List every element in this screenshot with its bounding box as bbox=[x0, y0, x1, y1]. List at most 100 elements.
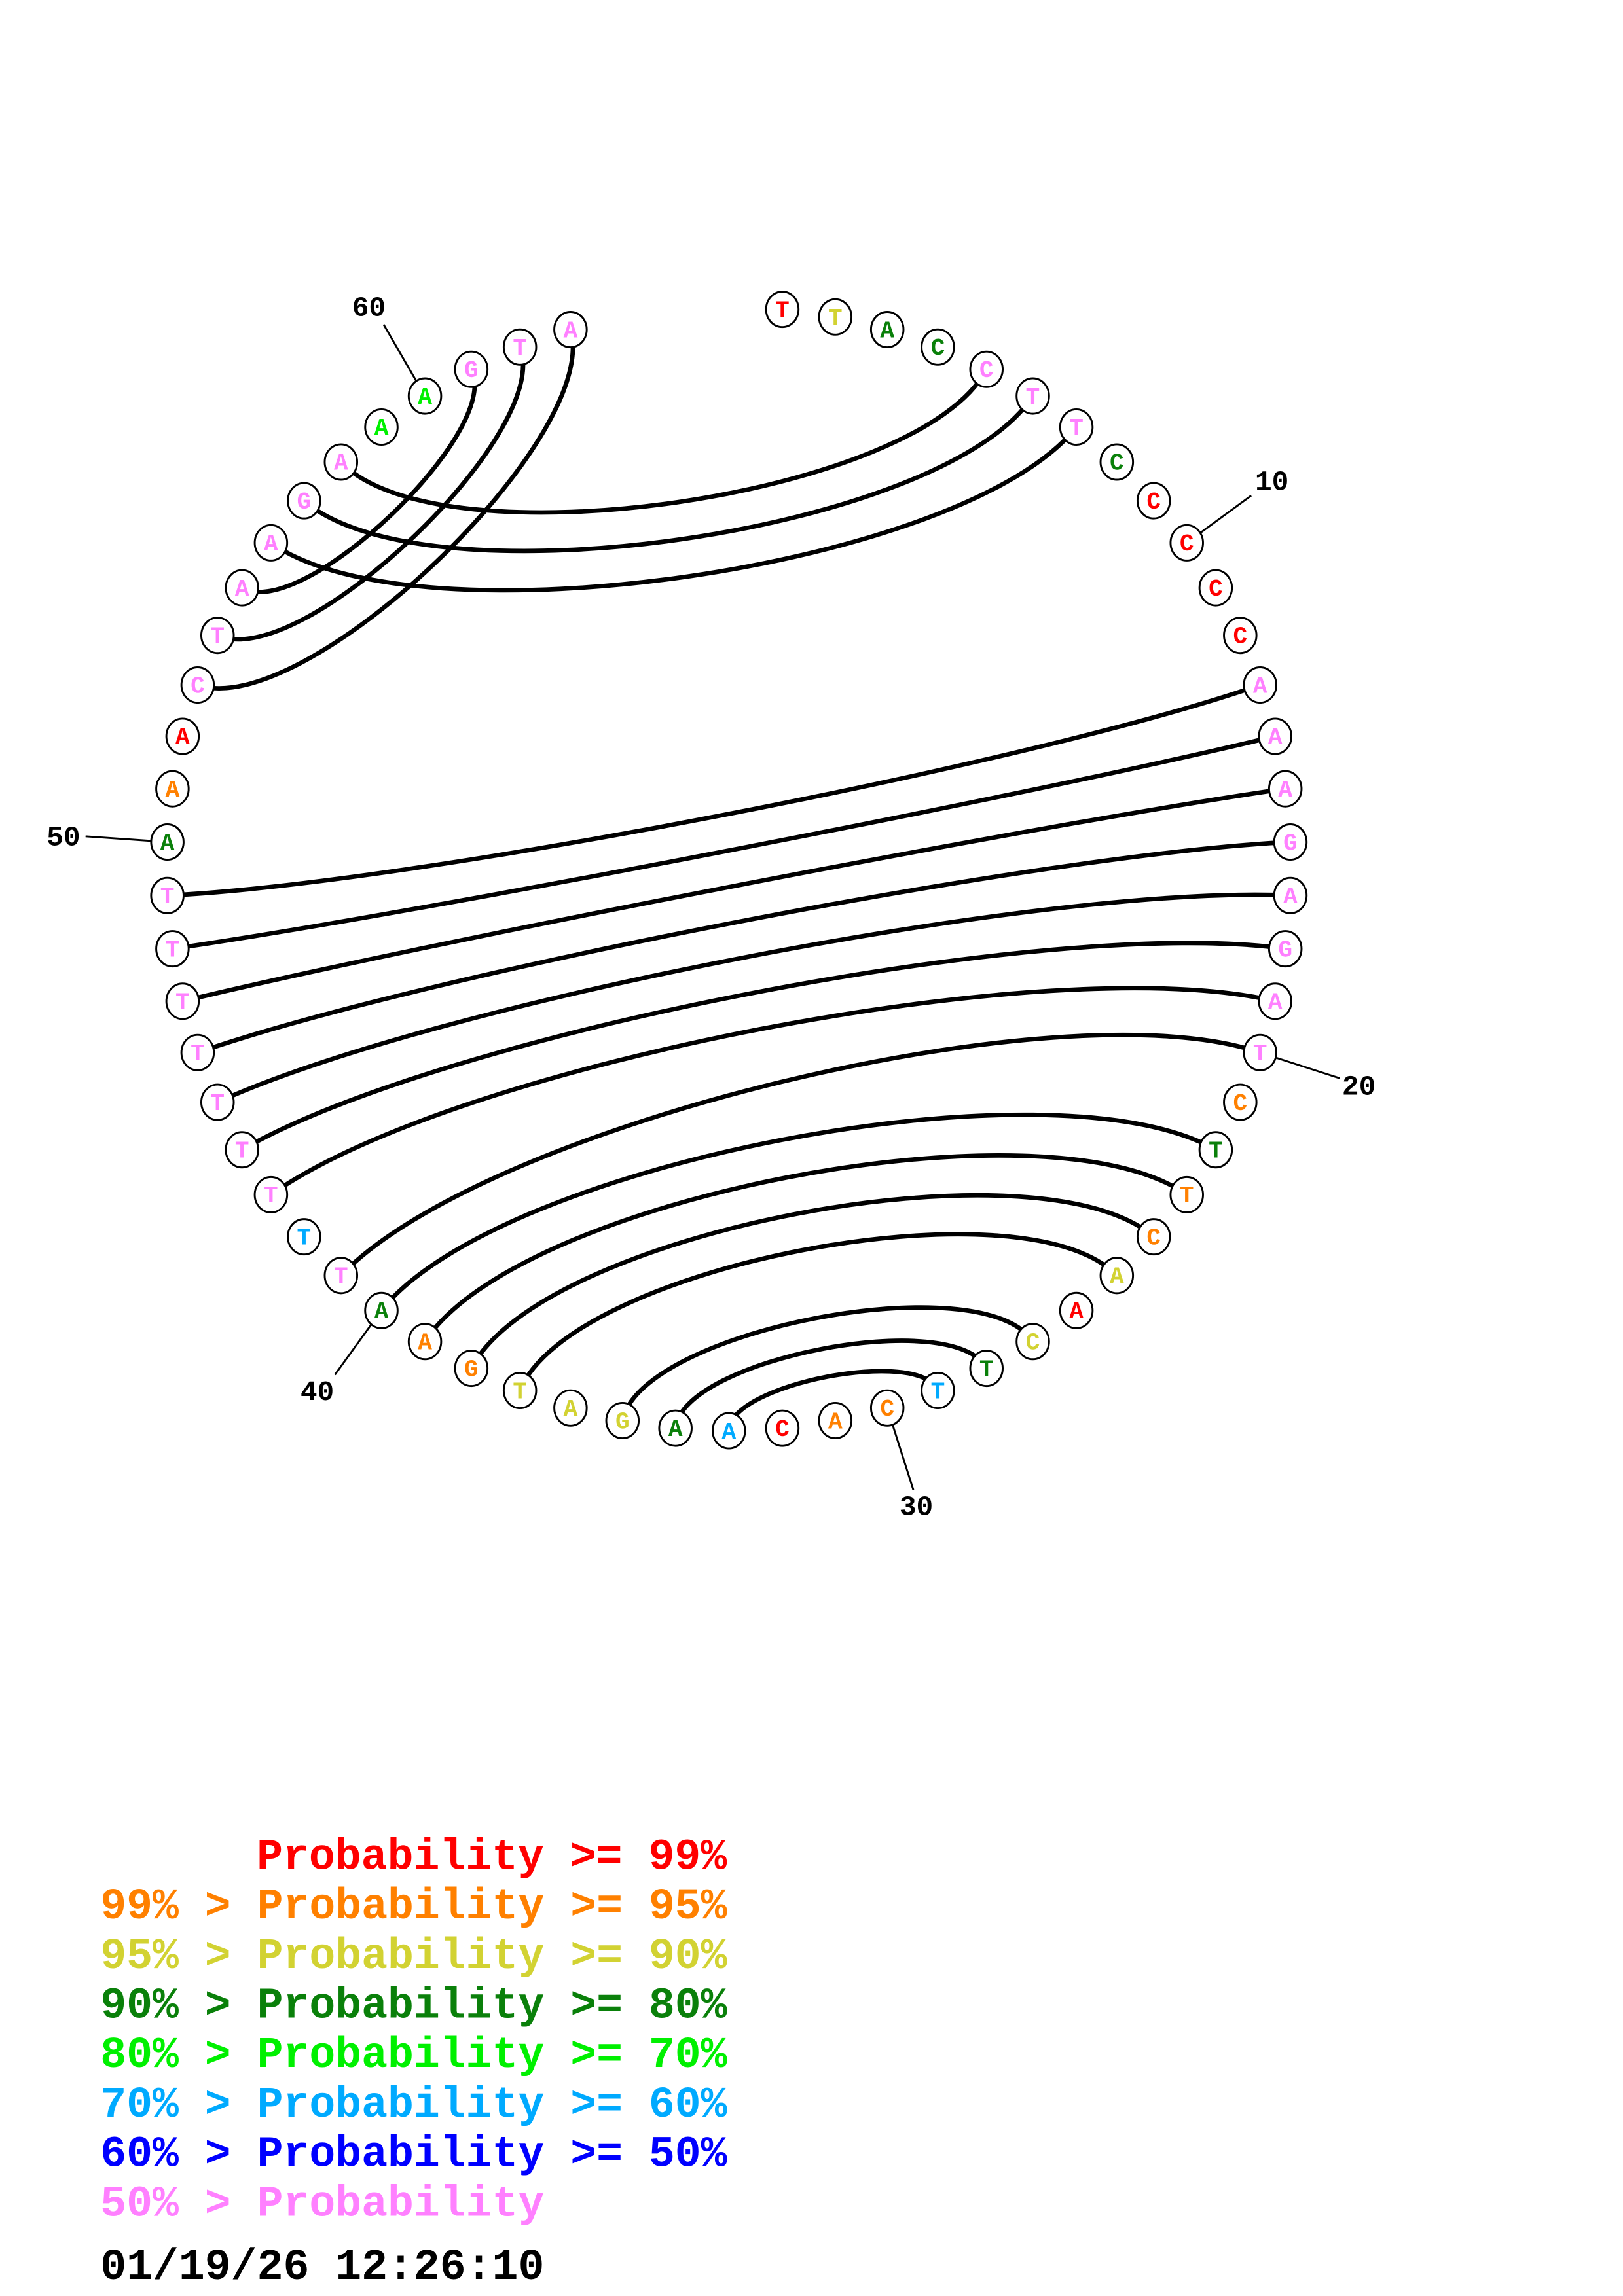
nucleotide: G bbox=[454, 1350, 489, 1388]
base-pair-arc bbox=[379, 1112, 1217, 1312]
position-label: 50 bbox=[46, 822, 80, 854]
nucleotide-circle bbox=[1059, 408, 1094, 446]
nucleotide-letter: T bbox=[828, 305, 843, 332]
nucleotide-circle bbox=[818, 298, 853, 336]
nucleotides: T T ACCTTCCCCCAAAGAGATCTTCAACTTCACAAGATGAA… bbox=[150, 291, 1308, 1450]
nucleotide-circle bbox=[150, 876, 185, 914]
nucleotide: A bbox=[407, 377, 443, 415]
nucleotide-letter: C bbox=[979, 357, 994, 384]
nucleotide-letter: A bbox=[374, 1299, 389, 1325]
nucleotide-circle bbox=[200, 1083, 235, 1121]
nucleotide-circle bbox=[1258, 982, 1292, 1020]
nucleotide-letter: A bbox=[880, 317, 894, 344]
nucleotide-letter: G bbox=[464, 1356, 479, 1383]
nucleotide-letter: T bbox=[1253, 1041, 1267, 1067]
nucleotide: T bbox=[165, 982, 200, 1020]
nucleotide-letter: A bbox=[1268, 990, 1283, 1016]
base-pair-arc bbox=[172, 734, 1276, 951]
nucleotide: T bbox=[969, 1350, 1004, 1388]
nucleotide-circle bbox=[150, 823, 185, 861]
nucleotide: A bbox=[818, 1401, 853, 1440]
nucleotide-letter: A bbox=[334, 450, 348, 477]
nucleotide-circle bbox=[225, 569, 259, 607]
nucleotide-circle bbox=[1015, 377, 1050, 415]
position-labels: 10 20 30 40 50 60 bbox=[46, 293, 1376, 1524]
nucleotide: C bbox=[180, 666, 215, 704]
nucleotide: C bbox=[969, 350, 1004, 388]
base-pair-arc bbox=[726, 1369, 940, 1431]
nucleotide-letter: A bbox=[166, 777, 180, 804]
nucleotide-circle bbox=[1223, 617, 1258, 655]
nucleotide-circle bbox=[364, 1291, 399, 1329]
nucleotide-letter: T bbox=[931, 1378, 945, 1405]
base-pair-arc bbox=[339, 1032, 1261, 1278]
nucleotide-letter: T bbox=[513, 1378, 527, 1405]
nucleotide: G bbox=[1267, 930, 1303, 968]
nucleotide-letter: T bbox=[210, 1090, 225, 1117]
nucleotide-letter: C bbox=[1233, 623, 1248, 650]
nucleotide-circle bbox=[921, 1372, 955, 1410]
nucleotide: T bbox=[1243, 1033, 1277, 1071]
nucleotide-circle bbox=[1273, 823, 1308, 861]
nucleotide-circle bbox=[869, 1389, 905, 1427]
nucleotide: C bbox=[869, 1389, 905, 1427]
nucleotide-letter: A bbox=[264, 531, 278, 558]
nucleotide: T bbox=[150, 876, 185, 914]
nucleotide-circle bbox=[1223, 1083, 1258, 1121]
nucleotide-circle bbox=[1059, 1291, 1094, 1329]
nucleotide-letter: G bbox=[1283, 830, 1298, 857]
nucleotide-letter: T bbox=[160, 884, 175, 910]
nucleotide-letter: T bbox=[235, 1138, 249, 1164]
nucleotide-letter: C bbox=[1146, 489, 1161, 516]
nucleotide-letter: A bbox=[418, 384, 432, 411]
nucleotide: T bbox=[180, 1033, 215, 1071]
nucleotide-letter: C bbox=[1110, 450, 1124, 477]
nucleotide-letter: A bbox=[418, 1329, 432, 1356]
base-pair-arc bbox=[423, 1153, 1188, 1343]
nucleotide-letter: C bbox=[1146, 1225, 1161, 1251]
nucleotide-letter: T bbox=[513, 335, 527, 362]
base-pair-arc bbox=[196, 329, 575, 691]
nucleotide-letter: T bbox=[775, 297, 790, 324]
nucleotide-letter: G bbox=[615, 1408, 630, 1435]
base-pair-arc bbox=[167, 683, 1261, 898]
nucleotide: A bbox=[225, 569, 259, 607]
nucleotide-circle bbox=[323, 443, 359, 481]
base-pair-arc bbox=[182, 786, 1286, 1004]
base-pair-arc bbox=[241, 941, 1286, 1152]
nucleotide-letter: A bbox=[235, 576, 249, 603]
nucleotide-letter: A bbox=[564, 317, 578, 344]
nucleotide-circle bbox=[765, 1409, 800, 1447]
nucleotide-letter: T bbox=[175, 990, 190, 1016]
nucleotide-circle bbox=[225, 1131, 259, 1169]
nucleotide-letter: T bbox=[979, 1356, 994, 1383]
nucleotide-circle bbox=[1099, 443, 1135, 481]
nucleotide: T bbox=[253, 1175, 289, 1213]
nucleotide-circle bbox=[1198, 569, 1233, 607]
base-pair-arc bbox=[269, 986, 1276, 1197]
nucleotide-circle bbox=[454, 350, 489, 388]
nucleotide: A bbox=[658, 1409, 693, 1447]
nucleotide-letter: C bbox=[191, 673, 205, 700]
nucleotide-letter: A bbox=[564, 1396, 578, 1423]
nucleotide-letter: C bbox=[880, 1396, 894, 1423]
nucleotide: A bbox=[1099, 1257, 1135, 1295]
base-pair-arc bbox=[469, 1193, 1156, 1370]
nucleotide-circle bbox=[1099, 1257, 1135, 1295]
nucleotide-circle bbox=[155, 930, 190, 968]
nucleotide: T bbox=[1169, 1175, 1204, 1213]
nucleotide: C bbox=[765, 1409, 800, 1447]
nucleotide: T bbox=[1198, 1131, 1233, 1169]
nucleotide-letter: C bbox=[1233, 1090, 1248, 1117]
nucleotide-circle bbox=[200, 617, 235, 655]
nucleotide: C bbox=[1169, 524, 1204, 562]
position-label: 10 bbox=[1255, 466, 1288, 498]
nucleotide-letter: C bbox=[1180, 531, 1194, 558]
nucleotide-circle bbox=[869, 311, 905, 349]
nucleotide: A bbox=[1258, 982, 1292, 1020]
nucleotide-letter: A bbox=[828, 1408, 843, 1435]
base-pair-arc bbox=[241, 368, 477, 594]
base-pair-arc bbox=[518, 1232, 1119, 1391]
nucleotide-circle bbox=[1198, 1131, 1233, 1169]
nucleotide-letter: A bbox=[1283, 884, 1298, 910]
